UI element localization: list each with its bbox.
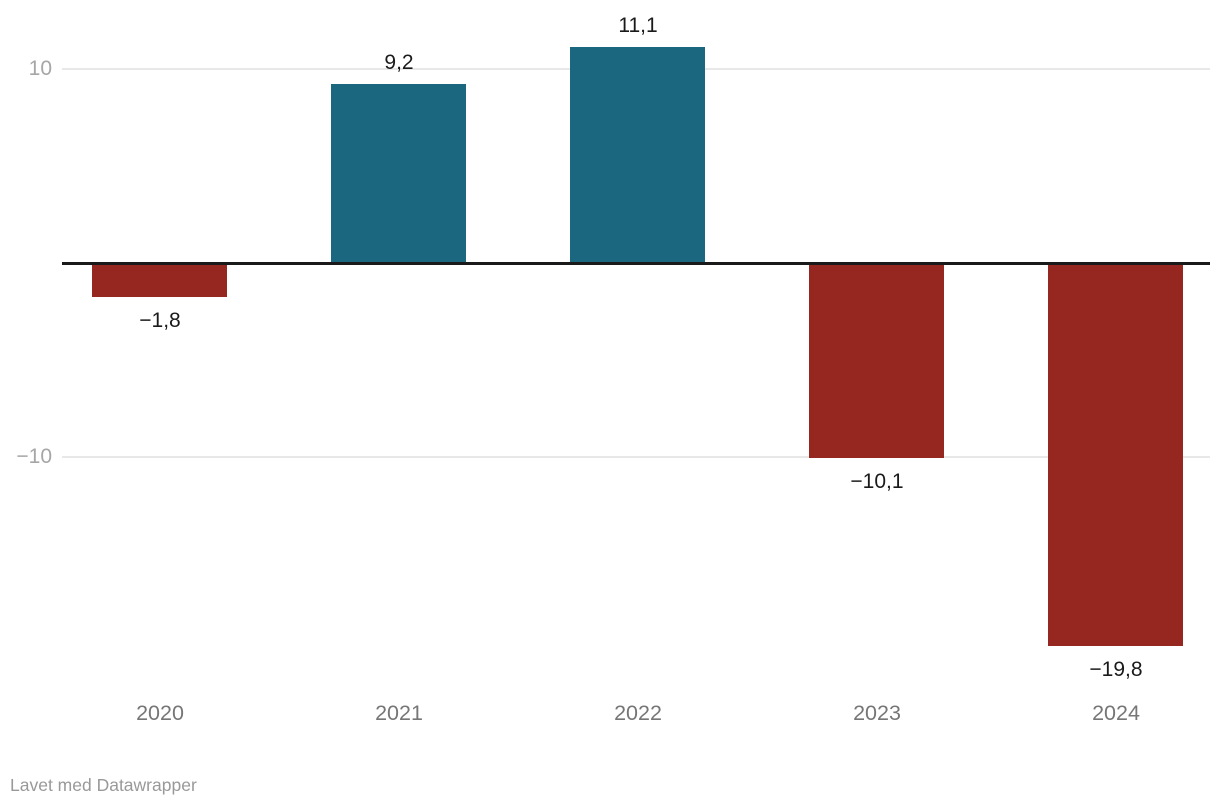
bar-2021 xyxy=(331,84,466,262)
x-axis-label-2020: 2020 xyxy=(136,701,184,725)
y-axis-tick-label: 10 xyxy=(28,57,52,80)
value-label-2022: 11,1 xyxy=(618,14,658,37)
value-label-2023: −10,1 xyxy=(850,470,904,493)
gridline-y-10 xyxy=(62,456,1210,458)
bar-2024 xyxy=(1048,265,1183,646)
bar-2022 xyxy=(570,47,705,262)
zero-axis-line xyxy=(62,262,1210,265)
datawrapper-credit-link[interactable]: Lavet med Datawrapper xyxy=(10,775,197,795)
value-label-2020: −1,8 xyxy=(139,309,181,332)
y-axis-tick-label: −10 xyxy=(16,445,52,468)
bar-2020 xyxy=(92,265,227,297)
x-axis-label-2022: 2022 xyxy=(614,701,662,725)
bar-2023 xyxy=(809,265,944,458)
value-label-2024: −19,8 xyxy=(1089,658,1143,681)
value-label-2021: 9,2 xyxy=(384,51,414,74)
x-axis-label-2024: 2024 xyxy=(1092,701,1140,725)
x-axis-label-2023: 2023 xyxy=(853,701,901,725)
x-axis-label-2021: 2021 xyxy=(375,701,423,725)
